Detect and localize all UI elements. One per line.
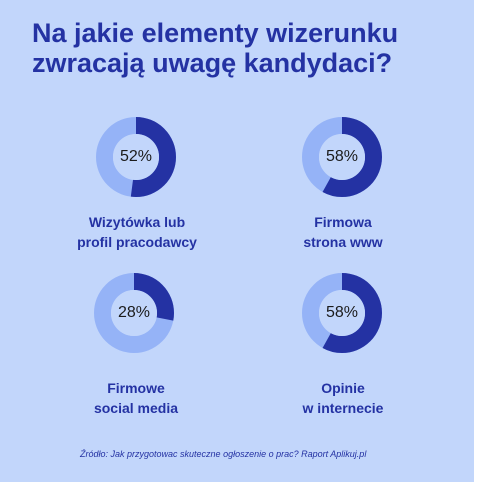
donut-hole: [319, 290, 365, 336]
donut-svg-2: [302, 117, 382, 197]
donut-value-slice: [302, 273, 382, 353]
donut-value-1: 52%: [119, 148, 153, 165]
donut-label-4-line-2: w internecie: [302, 400, 384, 416]
donut-value-2: 58%: [325, 148, 359, 165]
title-line-2: zwracają uwagę kandydaci?: [32, 48, 393, 78]
donut-chart-1: 52%: [96, 117, 176, 197]
donut-label-4-line-1: Opinie: [321, 380, 365, 396]
donut-label-3-line-2: social media: [93, 400, 179, 416]
donut-value-slice: [302, 117, 382, 197]
donut-label-3: Firmowe social media: [36, 378, 236, 418]
source-note: Źródło: Jak przygotowac skuteczne ogłosz…: [80, 449, 367, 459]
donut-hole: [113, 134, 159, 180]
donut-label-1-line-1: Wizytówka lub: [88, 214, 186, 230]
donut-label-1: Wizytówka lub profil pracodawcy: [37, 212, 237, 252]
donut-label-2: Firmowa strona www: [243, 212, 443, 252]
donut-chart-4: 58%: [302, 273, 382, 353]
donut-label-1-line-2: profil pracodawcy: [77, 234, 197, 250]
donut-label-3-line-1: Firmowe: [107, 380, 165, 396]
donut-label-4: Opinie w internecie: [243, 378, 443, 418]
donut-svg-3: [94, 273, 174, 353]
donut-label-2-line-1: Firmowa: [314, 214, 372, 230]
title-line-1: Na jakie elementy wizerunku: [32, 18, 399, 48]
donut-value-slice: [96, 117, 176, 197]
donut-value-4: 58%: [325, 304, 359, 321]
infographic-card: Na jakie elementy wizerunku zwracają uwa…: [0, 0, 474, 482]
page-title: Na jakie elementy wizerunku zwracają uwa…: [32, 18, 462, 78]
donut-hole: [319, 134, 365, 180]
donut-svg-4: [302, 273, 382, 353]
donut-chart-3: 28%: [94, 273, 174, 353]
donut-label-2-line-2: strona www: [303, 234, 383, 250]
donut-value-3: 28%: [117, 304, 151, 321]
donut-hole: [111, 290, 157, 336]
donut-chart-2: 58%: [302, 117, 382, 197]
donut-value-slice: [94, 273, 174, 353]
donut-svg-1: [96, 117, 176, 197]
